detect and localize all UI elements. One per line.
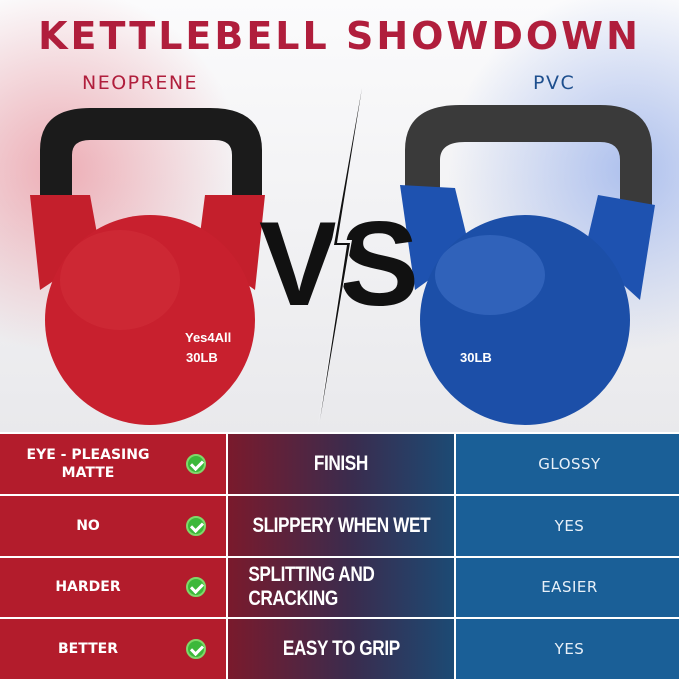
vs-graphic: VS — [259, 88, 419, 425]
comparison-table: EYE - PLEASING MATTE FINISH GLOSSY NO SLI… — [0, 432, 679, 679]
neoprene-cell: BETTER — [0, 619, 226, 679]
page-title: KETTLEBELL SHOWDOWN — [38, 14, 641, 58]
neoprene-cell: EYE - PLEASING MATTE — [0, 434, 226, 494]
pvc-kettlebell: 30LB — [400, 105, 655, 425]
neoprene-weight: 30LB — [186, 350, 218, 365]
pvc-label: PVC — [533, 72, 576, 94]
pvc-cell: YES — [456, 619, 679, 679]
pvc-weight: 30LB — [460, 350, 492, 365]
feature-cell: EASY TO GRIP — [228, 619, 454, 679]
neoprene-cell: HARDER — [0, 557, 226, 618]
neoprene-brand-logo: Yes4All — [185, 330, 231, 345]
check-circle-icon — [186, 577, 206, 598]
neoprene-label: NEOPRENE — [82, 72, 199, 94]
neoprene-value: HARDER — [55, 579, 121, 596]
pvc-cell: GLOSSY — [456, 434, 679, 494]
check-circle-icon — [186, 453, 206, 474]
feature-label: SPLITTING AND CRACKING — [248, 563, 375, 611]
feature-label: SLIPPERY WHEN WET — [252, 513, 430, 537]
pvc-value: EASIER — [541, 578, 598, 597]
feature-label: EASY TO GRIP — [282, 637, 400, 661]
pvc-value: GLOSSY — [538, 454, 601, 473]
neoprene-cell: NO — [0, 495, 226, 556]
neoprene-value: EYE - PLEASING MATTE — [26, 446, 150, 481]
pvc-cell: YES — [456, 495, 679, 556]
feature-label: FINISH — [314, 451, 368, 475]
neoprene-kettlebell: Yes4All 30LB — [30, 108, 265, 425]
check-circle-icon — [186, 515, 206, 536]
feature-cell: SPLITTING AND CRACKING — [228, 557, 454, 618]
feature-cell: FINISH — [228, 434, 454, 494]
neoprene-value: BETTER — [58, 641, 118, 658]
neoprene-value: NO — [76, 517, 100, 534]
product-art: Yes4All 30LB 30LB VS — [30, 88, 655, 425]
check-circle-icon — [186, 639, 206, 660]
pvc-value: YES — [554, 516, 585, 535]
pvc-cell: EASIER — [456, 557, 679, 618]
feature-cell: SLIPPERY WHEN WET — [228, 495, 454, 556]
pvc-value: YES — [554, 640, 585, 659]
